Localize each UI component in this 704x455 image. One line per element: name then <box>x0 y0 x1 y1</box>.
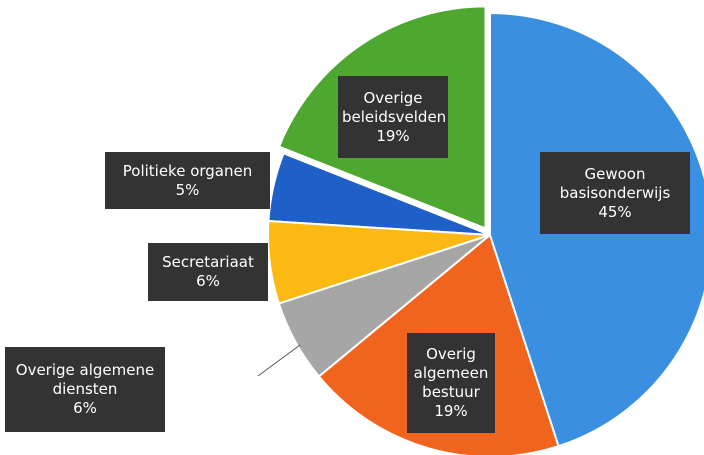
category-name: Gewoon basisonderwijs <box>559 164 671 202</box>
slice-label: Overige beleidsvelden 19% <box>338 76 448 158</box>
slice-label: Overig algemeen bestuur 19% <box>407 333 495 433</box>
slice-label: Overige algemene diensten 6% <box>5 347 165 432</box>
slice-label: Politieke organen 5% <box>105 152 270 209</box>
slice-label: Secretariaat 6% <box>148 243 268 301</box>
category-name: Overig algemeen bestuur <box>413 345 489 401</box>
category-name: Overige beleidsvelden <box>342 88 447 126</box>
value-label: 45% <box>598 202 632 221</box>
value-label: 19% <box>434 402 468 420</box>
category-name: Secretariaat <box>162 253 254 271</box>
value-label: 6% <box>73 399 97 417</box>
leader-line <box>257 344 301 377</box>
value-label: 5% <box>175 180 200 199</box>
slice-label: Gewoon basisonderwijs 45% <box>540 152 690 234</box>
category-name: Politieke organen <box>122 161 253 180</box>
value-label: 6% <box>196 272 220 290</box>
category-name: Overige algemene diensten <box>15 361 155 398</box>
value-label: 19% <box>376 126 410 145</box>
